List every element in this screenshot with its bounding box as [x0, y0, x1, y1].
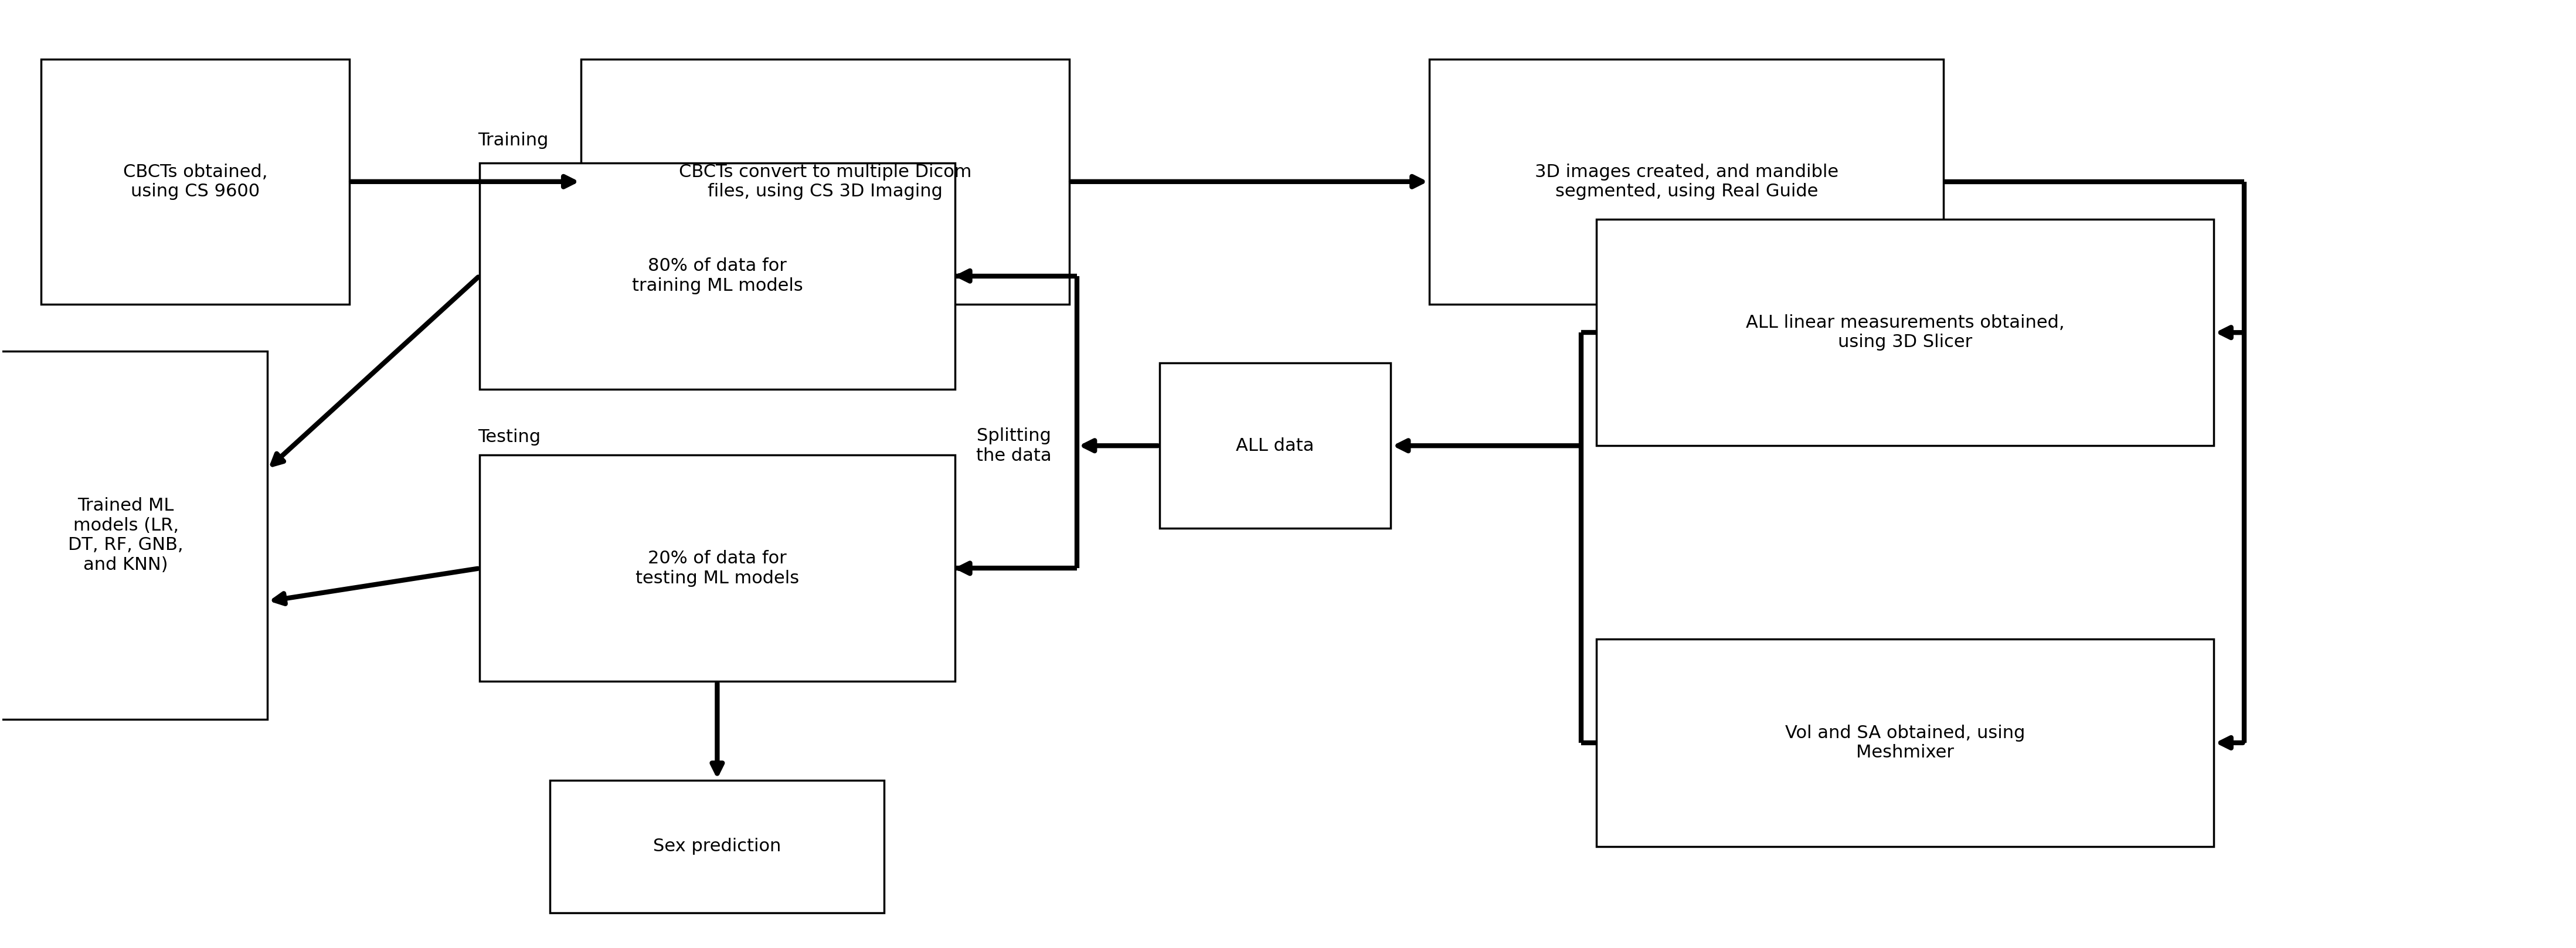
- Text: Sex prediction: Sex prediction: [654, 838, 781, 855]
- FancyBboxPatch shape: [1430, 59, 1945, 304]
- FancyBboxPatch shape: [551, 780, 884, 913]
- Text: Splitting
the data: Splitting the data: [976, 428, 1051, 465]
- FancyBboxPatch shape: [1597, 639, 2213, 847]
- Text: Trained ML
models (LR,
DT, RF, GNB,
and KNN): Trained ML models (LR, DT, RF, GNB, and …: [67, 498, 183, 574]
- Text: 80% of data for
training ML models: 80% of data for training ML models: [631, 258, 804, 294]
- FancyBboxPatch shape: [41, 59, 350, 304]
- FancyBboxPatch shape: [582, 59, 1069, 304]
- Text: ALL data: ALL data: [1236, 437, 1314, 454]
- FancyBboxPatch shape: [1597, 219, 2213, 446]
- Text: 20% of data for
testing ML models: 20% of data for testing ML models: [636, 550, 799, 587]
- FancyBboxPatch shape: [479, 163, 956, 389]
- Text: Training: Training: [479, 132, 549, 149]
- Text: Vol and SA obtained, using
Meshmixer: Vol and SA obtained, using Meshmixer: [1785, 724, 2025, 761]
- FancyBboxPatch shape: [0, 352, 268, 720]
- Text: CBCTs obtained,
using CS 9600: CBCTs obtained, using CS 9600: [124, 163, 268, 200]
- Text: ALL linear measurements obtained,
using 3D Slicer: ALL linear measurements obtained, using …: [1747, 314, 2063, 351]
- Text: 3D images created, and mandible
segmented, using Real Guide: 3D images created, and mandible segmente…: [1535, 163, 1839, 200]
- FancyBboxPatch shape: [479, 455, 956, 682]
- Text: Testing: Testing: [479, 428, 541, 446]
- Text: CBCTs convert to multiple Dicom
files, using CS 3D Imaging: CBCTs convert to multiple Dicom files, u…: [680, 163, 971, 200]
- FancyBboxPatch shape: [1159, 363, 1391, 528]
